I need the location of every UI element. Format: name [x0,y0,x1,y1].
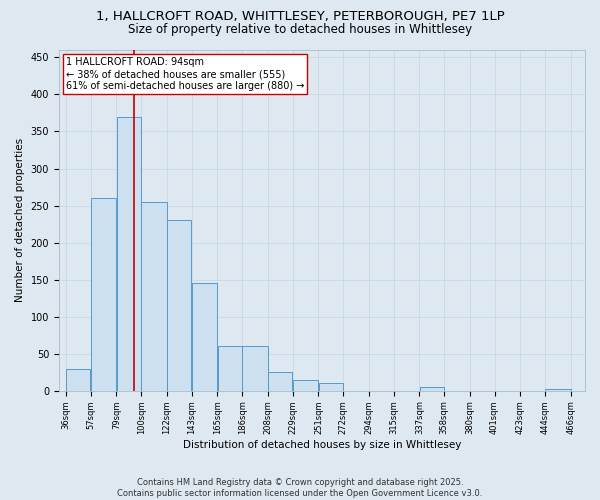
Bar [293,380,318,390]
Bar [319,384,343,390]
Bar [142,202,167,390]
Text: 1 HALLCROFT ROAD: 94sqm
← 38% of detached houses are smaller (555)
61% of semi-d: 1 HALLCROFT ROAD: 94sqm ← 38% of detache… [66,58,304,90]
Text: Size of property relative to detached houses in Whittlesey: Size of property relative to detached ho… [128,22,472,36]
Text: Contains HM Land Registry data © Crown copyright and database right 2025.
Contai: Contains HM Land Registry data © Crown c… [118,478,482,498]
Text: 1, HALLCROFT ROAD, WHITTLESEY, PETERBOROUGH, PE7 1LP: 1, HALLCROFT ROAD, WHITTLESEY, PETERBORO… [95,10,505,23]
Bar [218,346,242,391]
Bar [192,284,217,391]
Bar [117,116,141,390]
Bar [268,372,292,390]
Y-axis label: Number of detached properties: Number of detached properties [15,138,25,302]
Bar [420,387,444,390]
Bar [242,346,268,391]
Bar [66,368,91,390]
Bar [167,220,191,390]
X-axis label: Distribution of detached houses by size in Whittlesey: Distribution of detached houses by size … [183,440,461,450]
Bar [545,389,571,390]
Bar [91,198,116,390]
